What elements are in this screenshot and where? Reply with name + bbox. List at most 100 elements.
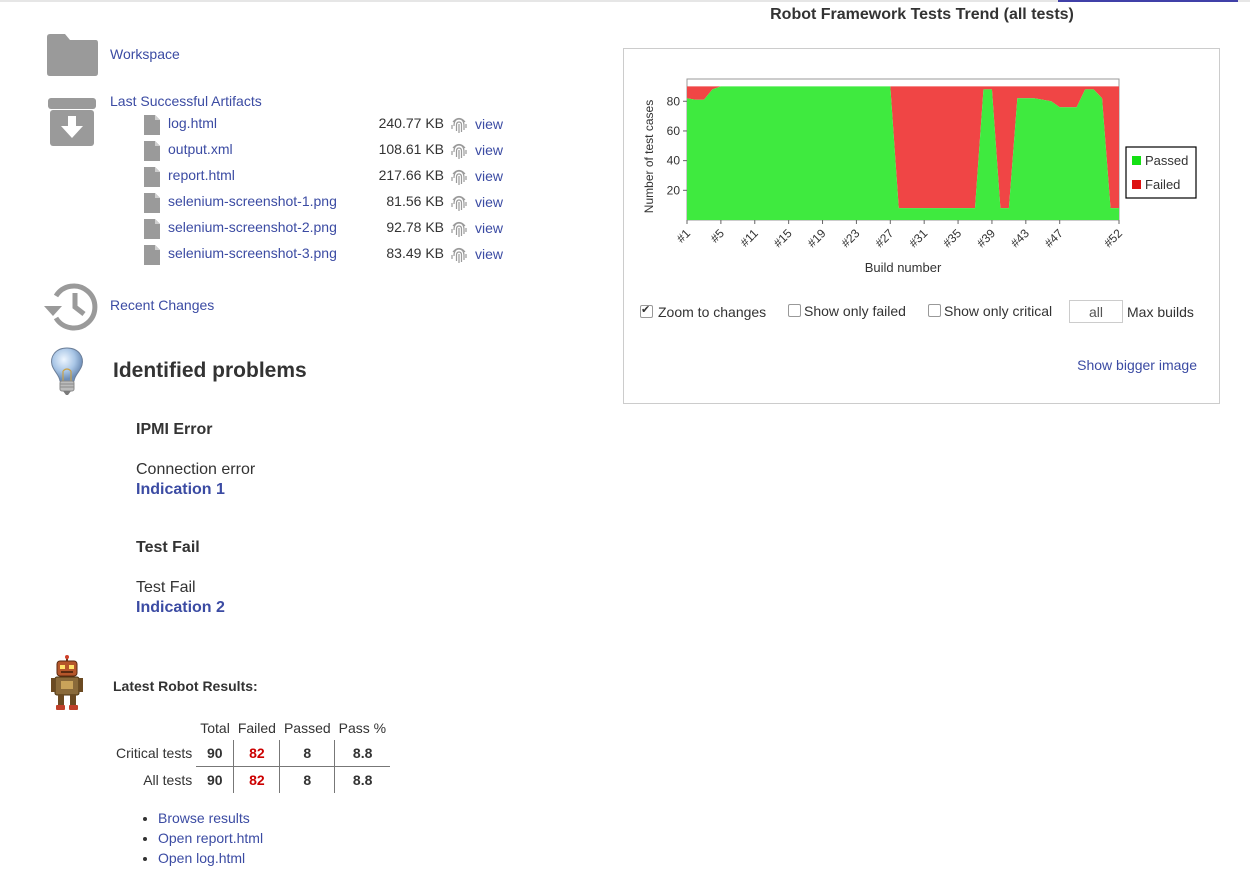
x-tick-label: #52 (1101, 226, 1125, 250)
trend-chart: 20 40 60 80 #1 #5 #11 #15 #19 #23 #27 #31 #35 #39 #43 #… (642, 78, 1197, 275)
artifact-row: selenium-screenshot-3.png 83.49 KB view (140, 241, 520, 267)
problems-title: Identified problems (113, 359, 307, 382)
only-critical-checkbox[interactable] (928, 304, 941, 317)
table-header: Passed (283, 720, 331, 736)
robot-results-title: Latest Robot Results: (113, 678, 258, 694)
robot-results-table: Total Failed Passed Pass % Critical test… (112, 716, 391, 793)
problem-indication-link[interactable]: Indication 2 (136, 599, 225, 616)
legend-label: Passed (1145, 153, 1188, 168)
list-item: Open log.html (158, 848, 263, 868)
only-failed-checkbox[interactable] (788, 304, 801, 317)
artifact-name[interactable]: log.html (168, 115, 218, 131)
table-row: All tests 90 82 8 8.8 (112, 766, 390, 793)
x-tick-label: #1 (674, 226, 694, 246)
x-tick-label: #31 (906, 226, 930, 250)
artifact-row: log.html 240.77 KB view (140, 111, 520, 137)
fingerprint-icon[interactable] (449, 114, 469, 134)
only-critical-label: Show only critical (944, 303, 1053, 319)
problem-name: IPMI Error (136, 421, 213, 438)
open-log-link[interactable]: Open log.html (158, 850, 246, 866)
lightbulb-icon (51, 347, 83, 395)
artifact-name[interactable]: output.xml (168, 141, 233, 157)
x-tick-label: #35 (940, 226, 964, 250)
artifact-row: selenium-screenshot-2.png 92.78 KB view (140, 215, 520, 241)
problem-description: Connection error (136, 461, 256, 478)
fingerprint-icon[interactable] (449, 218, 469, 238)
fingerprint-icon[interactable] (449, 244, 469, 264)
x-tick-label: #19 (805, 226, 829, 250)
row-label: Critical tests (116, 745, 193, 762)
y-axis-label: Number of test cases (642, 100, 656, 213)
passed-cell: 8 (279, 740, 336, 767)
artifacts-link[interactable]: Last Successful Artifacts (110, 93, 262, 109)
x-tick-label: #23 (838, 226, 862, 250)
y-tick-label: 60 (667, 124, 681, 138)
zoom-label: Zoom to changes (658, 304, 767, 320)
fingerprint-icon[interactable] (449, 140, 469, 160)
table-header: Pass % (338, 720, 387, 736)
top-shadow (0, 0, 1250, 2)
pass-pct-cell: 8.8 (352, 772, 373, 788)
problem-description: Test Fail (136, 579, 196, 596)
artifact-view-link[interactable]: view (475, 168, 504, 184)
workspace-link[interactable]: Workspace (110, 46, 180, 62)
row-label: All tests (143, 771, 193, 788)
artifact-view-link[interactable]: view (475, 142, 504, 158)
table-header-empty (112, 716, 196, 740)
passed-cell: 8 (279, 766, 336, 793)
table-row: Critical tests 90 82 8 8.8 (112, 740, 391, 767)
artifact-size: 217.66 KB (378, 167, 444, 183)
artifact-size: 81.56 KB (386, 193, 444, 209)
x-axis-label: Build number (865, 260, 942, 275)
robot-links-list: Browse results Open report.html Open log… (137, 808, 263, 868)
max-builds-input[interactable] (1069, 300, 1123, 323)
artifact-size: 83.49 KB (386, 245, 444, 261)
robot-icon (51, 655, 83, 710)
failed-cell: 82 (233, 766, 281, 793)
artifact-name[interactable]: selenium-screenshot-1.png (168, 193, 337, 209)
x-tick-label: #11 (737, 226, 761, 250)
artifact-view-link[interactable]: view (475, 220, 504, 236)
y-tick-label: 80 (667, 94, 681, 108)
table-header: Failed (237, 720, 276, 736)
y-tick-label: 40 (667, 154, 681, 168)
legend-box (1125, 146, 1197, 199)
legend-swatch (1132, 156, 1141, 165)
show-bigger-image-link[interactable]: Show bigger image (1077, 357, 1197, 373)
file-icon (144, 115, 160, 135)
problem-indication-link[interactable]: Indication 1 (136, 481, 225, 498)
folder-icon (47, 34, 98, 76)
artifact-name[interactable]: report.html (168, 167, 235, 183)
artifact-size: 92.78 KB (386, 219, 444, 235)
history-icon (44, 283, 98, 331)
file-icon (144, 193, 160, 213)
legend-swatch (1132, 180, 1141, 189)
artifact-view-link[interactable]: view (475, 246, 504, 262)
artifact-name[interactable]: selenium-screenshot-3.png (168, 245, 337, 261)
file-icon (144, 141, 160, 161)
browse-results-link[interactable]: Browse results (158, 810, 250, 826)
artifact-view-link[interactable]: view (475, 116, 504, 132)
trend-title: Robot Framework Tests Trend (all tests) (770, 6, 1074, 23)
list-item: Open report.html (158, 828, 263, 848)
pass-pct-cell: 8.8 (334, 740, 391, 767)
total-cell: 90 (196, 740, 235, 767)
artifact-row: selenium-screenshot-1.png 81.56 KB view (140, 189, 520, 215)
artifact-name[interactable]: selenium-screenshot-2.png (168, 219, 337, 235)
artifact-view-link[interactable]: view (475, 194, 504, 210)
artifact-row: report.html 217.66 KB view (140, 163, 520, 189)
zoom-checkbox[interactable] (640, 303, 653, 318)
fingerprint-icon[interactable] (449, 192, 469, 212)
open-report-link[interactable]: Open report.html (158, 830, 264, 846)
file-icon (144, 219, 160, 239)
x-tick-label: #39 (974, 226, 998, 250)
legend-label: Failed (1145, 177, 1180, 192)
x-tick-label: #27 (872, 226, 896, 250)
failed-series-area (687, 86, 1119, 209)
x-tick-label: #43 (1008, 226, 1032, 250)
fingerprint-icon[interactable] (449, 166, 469, 186)
table-header-row: Total Failed Passed Pass % (112, 716, 390, 740)
recent-changes-link[interactable]: Recent Changes (110, 297, 215, 313)
artifact-list: log.html 240.77 KB view output.xml 108.6… (140, 111, 520, 267)
passed-series-area (687, 86, 1119, 220)
